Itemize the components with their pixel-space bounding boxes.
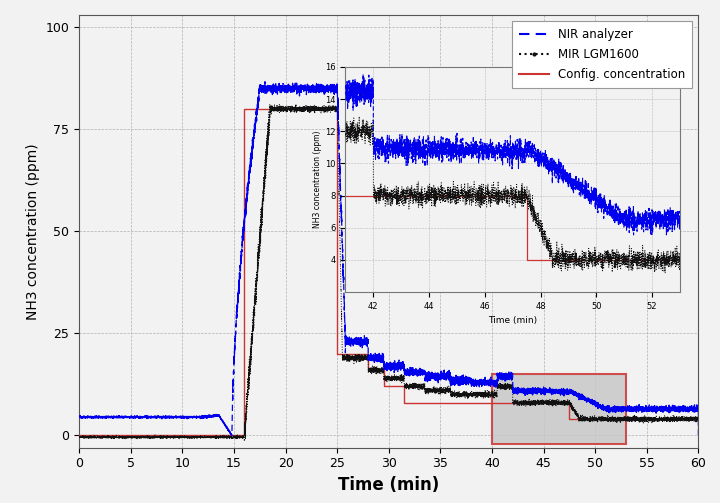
X-axis label: Time (min): Time (min) — [338, 476, 439, 494]
Y-axis label: NH3 concentration (ppm): NH3 concentration (ppm) — [26, 143, 40, 320]
Legend: NIR analyzer, MIR LGM1600, Config. concentration: NIR analyzer, MIR LGM1600, Config. conce… — [512, 21, 693, 89]
Bar — [492, 374, 626, 444]
